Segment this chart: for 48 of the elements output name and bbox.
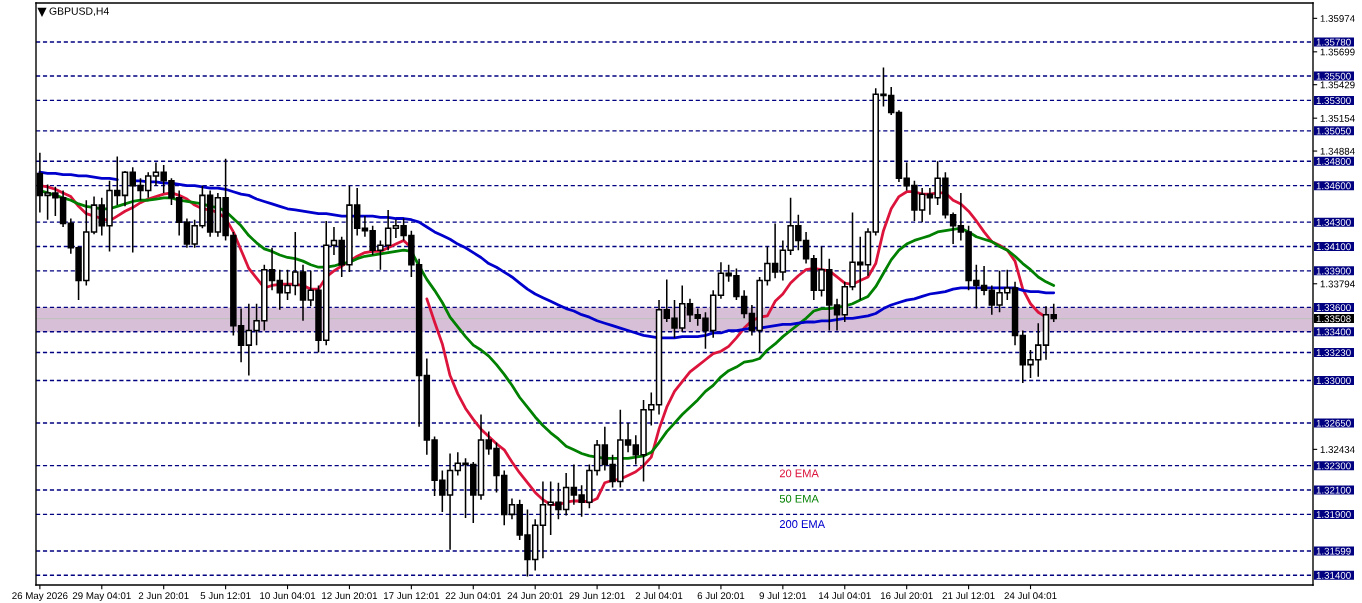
y-tick-label: 1.34884 [1320, 147, 1355, 155]
y-tick-label: 1.33794 [1320, 280, 1355, 288]
x-tick-label: 26 May 2026 [12, 592, 68, 602]
text: 200 EMA [779, 520, 826, 528]
y-tick-label: 1.35154 [1320, 114, 1355, 122]
y-tick-label: 1.35974 [1320, 15, 1355, 22]
ref-line-label: 1.35050 [1316, 127, 1351, 135]
x-tick-label: 24 Jun 20:01 [507, 592, 563, 600]
x-tick-label: 14 Jul 04:01 [819, 591, 871, 600]
ref-line-label: 1.33230 [1316, 349, 1351, 357]
x-tick-label: 29 Jun 12:01 [569, 592, 625, 600]
ref-line-label: 1.34100 [1316, 243, 1351, 251]
x-tick-label: 9 Jul 12:01 [759, 591, 807, 600]
ref-line-label: 1.35300 [1316, 97, 1351, 105]
x-tick-label: 16 Jul 20:01 [880, 591, 933, 600]
ref-line-label: 1.31599 [1316, 547, 1351, 555]
ref-line-label: 1.31400 [1316, 571, 1351, 579]
ref-line-label: 1.33600 [1316, 304, 1351, 312]
ref-line-label: 1.33900 [1316, 267, 1351, 275]
ref-line-label: 1.33400 [1316, 328, 1351, 336]
ref-line-label: 1.35780 [1316, 38, 1351, 46]
ref-line-label: 1.33508 [1316, 315, 1351, 323]
ref-line-label: 1.32100 [1316, 486, 1351, 494]
ref-line-label: 1.34300 [1316, 218, 1351, 226]
x-tick-label: 17 Jun 12:01 [383, 592, 439, 600]
ref-line-label: 1.32650 [1316, 419, 1351, 427]
y-tick-label: 1.35699 [1320, 48, 1355, 56]
x-tick-label: 24 Jul 04:01 [1004, 591, 1057, 600]
x-tick-label: 10 Jun 04:01 [260, 592, 316, 600]
text: 20 EMA [779, 469, 819, 478]
ref-line-label: 1.32300 [1316, 462, 1351, 470]
x-tick-label: 21 Jul 12:01 [942, 591, 995, 600]
ref-line-label: 1.33000 [1316, 377, 1351, 385]
x-tick-label: 5 Jun 12:01 [200, 592, 251, 600]
y-tick-label: 1.32434 [1320, 446, 1355, 453]
x-tick-label: 29 May 04:01 [72, 592, 131, 602]
x-tick-label: 22 Jun 04:01 [445, 592, 501, 600]
ref-line-label: 1.34600 [1316, 182, 1351, 190]
y-tick-label: 1.35429 [1320, 81, 1355, 89]
x-tick-label: 12 Jun 20:01 [322, 592, 378, 600]
chart-title: GBPUSD,H4 [49, 7, 109, 17]
ref-line-label: 1.35500 [1316, 72, 1351, 80]
x-tick-label: 2 Jul 04:01 [635, 591, 683, 600]
ref-line-label: 1.34800 [1316, 158, 1351, 165]
text: 50 EMA [779, 494, 819, 503]
x-tick-label: 6 Jul 20:01 [697, 591, 745, 600]
x-tick-label: 2 Jun 20:01 [138, 592, 189, 600]
ref-line-label: 1.31900 [1316, 511, 1351, 518]
